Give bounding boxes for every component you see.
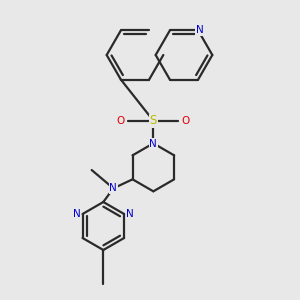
Text: N: N bbox=[149, 139, 157, 149]
Text: N: N bbox=[73, 209, 80, 219]
Text: S: S bbox=[150, 114, 157, 127]
Text: N: N bbox=[196, 26, 204, 35]
Text: N: N bbox=[126, 209, 134, 219]
Text: O: O bbox=[117, 116, 125, 126]
Text: N: N bbox=[110, 183, 117, 193]
Text: O: O bbox=[182, 116, 190, 126]
